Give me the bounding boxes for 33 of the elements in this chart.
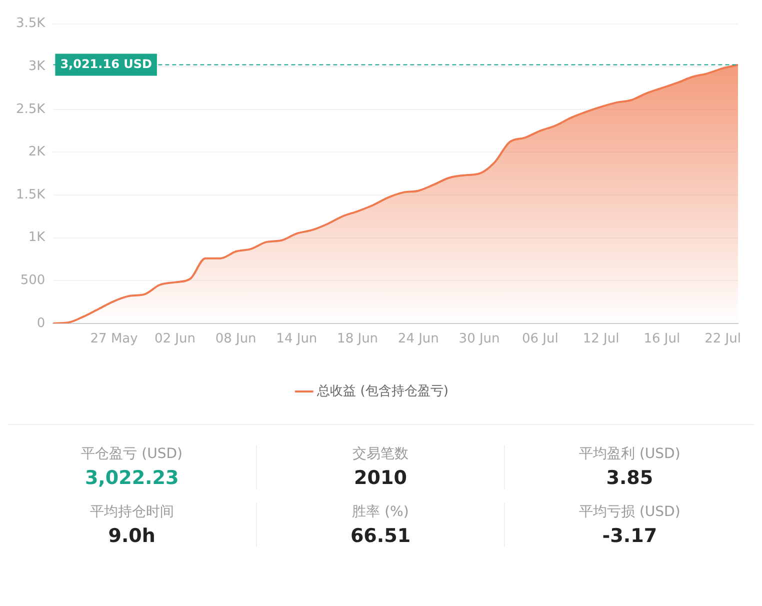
x-tick-label: 14 Jun [276,332,318,347]
category-label: 平仓盈亏 (USD) [80,445,184,463]
text: 66.51 [350,525,411,547]
y-tick-label: 2.5K [16,102,46,117]
x-tick-label: 06 Jul [522,332,558,347]
x-tick-label: 08 Jun [215,332,256,347]
x-tick-label: 12 Jul [582,332,620,347]
text: 3.85 [606,467,654,489]
category-label: 胜率 (%) [351,503,410,521]
category-label: 平均持仓时间 [88,503,175,521]
y-tick-label: 3.5K [16,16,46,32]
x-tick-label: 02 Jun [154,332,196,347]
x-tick-label: 27 May [90,332,138,347]
y-tick-label: 3K [28,58,46,74]
x-tick-label: 18 Jun [337,332,378,347]
x-tick-label: 16 Jul [644,332,680,347]
category-label: 平均盈利 (USD) [578,445,682,463]
text: 9.0h [108,525,156,547]
category-label: 交易笔数 [351,445,410,463]
category-label: 平均亏损 (USD) [578,503,682,521]
y-tick-label: 500 [20,272,46,288]
y-tick-label: 2K [28,144,46,160]
x-tick-label: 24 Jun [398,332,439,347]
text: 3,022.23 [84,467,179,489]
y-tick-label: 1.5K [16,187,46,202]
ref-line-label: 3,021.16 USD [60,56,152,71]
text: -3.17 [602,525,658,547]
y-tick-label: 1K [28,230,46,246]
y-tick-label: 0 [36,316,46,331]
x-tick-label: 22 Jul [704,332,741,347]
text: 2010 [354,467,407,489]
x-tick-label: 30 Jun [458,332,500,347]
legend-label: 总收益 (包含持仓盈亏) [316,384,448,399]
